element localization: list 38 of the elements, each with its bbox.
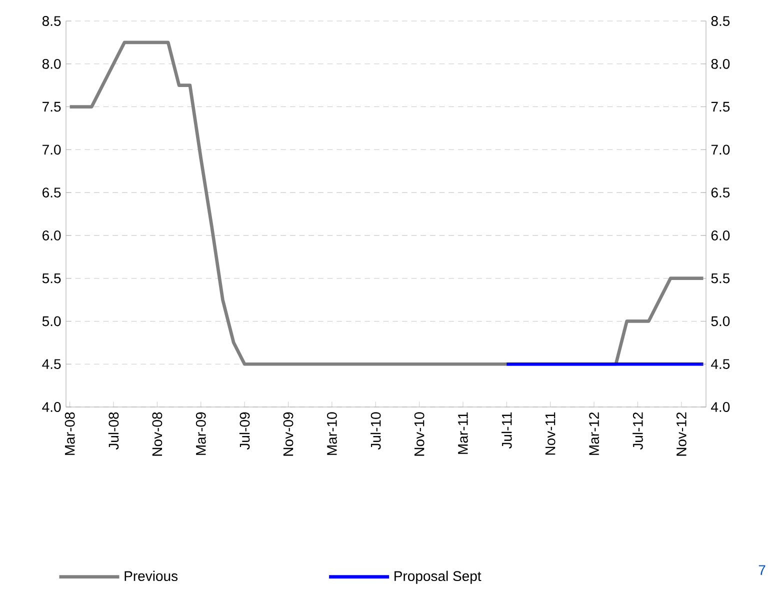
y2-tick-label: 8.5	[711, 16, 730, 26]
y2-tick-label: 5.5	[711, 273, 730, 284]
x-tick-label: Jul-11	[502, 412, 512, 449]
x-tick-label: Mar-12	[589, 412, 600, 455]
x-tick-label: Nov-08	[152, 412, 162, 456]
y-tick-label: 8.5	[42, 16, 61, 26]
text: 7	[758, 565, 766, 575]
y-tick-label: 5.5	[42, 273, 61, 284]
legend-label: Previous	[124, 570, 178, 582]
x-tick-label: Jul-08	[108, 412, 119, 450]
x-tick-label: Nov-09	[283, 412, 294, 456]
y-tick-label: 4.5	[42, 359, 61, 370]
x-tick-label: Nov-11	[545, 412, 556, 455]
x-tick-label: Nov-12	[676, 412, 686, 456]
y-tick-label: 6.0	[42, 230, 61, 240]
y2-tick-label: 7.5	[711, 102, 730, 112]
y-tick-label: 7.5	[42, 102, 61, 112]
y2-tick-label: 4.5	[711, 359, 730, 370]
y2-tick-label: 6.0	[711, 230, 730, 240]
y-tick-label: 4.0	[42, 402, 61, 412]
y-tick-label: 7.0	[42, 144, 61, 155]
legend-label: Proposal Sept	[394, 570, 482, 584]
y2-tick-label: 4.0	[711, 402, 730, 412]
x-tick-label: Jul-09	[239, 412, 250, 450]
x-tick-label: Nov-10	[414, 412, 424, 456]
x-tick-label: Jul-10	[370, 412, 381, 450]
y-tick-label: 8.0	[42, 58, 61, 69]
y2-tick-label: 6.5	[711, 188, 730, 198]
x-tick-label: Jul-12	[632, 412, 643, 450]
x-tick-label: Mar-09	[196, 412, 206, 455]
x-tick-label: Mar-08	[64, 412, 75, 455]
y2-tick-label: 8.0	[711, 58, 730, 69]
x-tick-label: Mar-11	[458, 412, 468, 454]
x-tick-label: Mar-10	[326, 412, 337, 455]
y-tick-label: 5.0	[42, 316, 61, 326]
y2-tick-label: 5.0	[711, 316, 730, 326]
y-tick-label: 6.5	[42, 188, 61, 198]
y2-tick-label: 7.0	[711, 144, 730, 155]
